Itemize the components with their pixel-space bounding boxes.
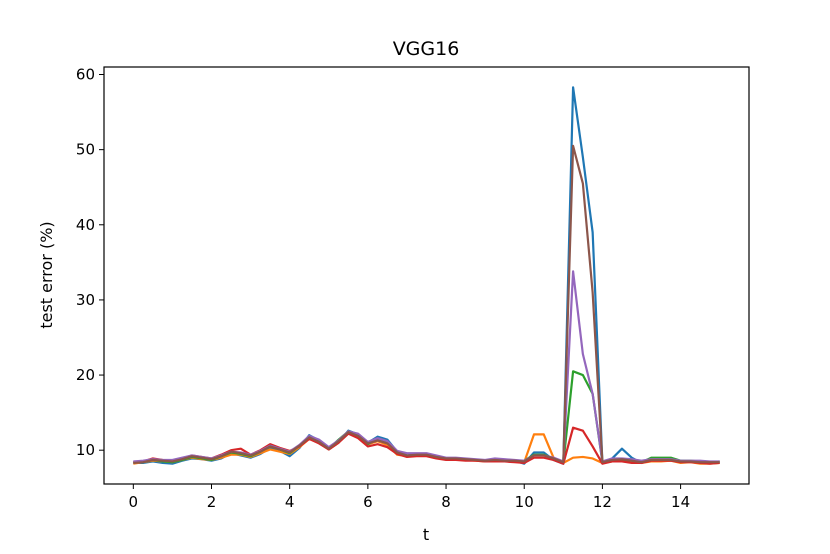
x-tick-label: 6: [363, 493, 373, 511]
x-tick-label: 2: [207, 493, 217, 511]
y-axis: 10 20 30 40 50 60: [76, 66, 104, 459]
y-tick-label: 10: [76, 441, 95, 459]
x-tick-label: 14: [671, 493, 690, 511]
plot-lines: [133, 86, 720, 465]
y-tick-label: 50: [76, 141, 95, 159]
x-tick-label: 0: [129, 493, 139, 511]
chart-title: VGG16: [393, 38, 460, 60]
y-tick-label: 40: [76, 216, 95, 234]
x-tick-label: 8: [441, 493, 451, 511]
x-tick-label: 12: [593, 493, 612, 511]
axes-frame: [103, 66, 750, 485]
x-tick-label: 4: [285, 493, 295, 511]
x-axis: 0 2 4 6 8 10 12 14: [129, 484, 690, 511]
y-axis-label: test error (%): [37, 221, 56, 328]
x-axis-label: t: [423, 525, 429, 544]
x-tick-label: 10: [515, 493, 534, 511]
series-line-3: [133, 426, 720, 465]
series-line-5: [133, 144, 720, 465]
y-tick-label: 30: [76, 291, 95, 309]
y-tick-label: 60: [76, 66, 95, 84]
y-tick-label: 20: [76, 366, 95, 384]
